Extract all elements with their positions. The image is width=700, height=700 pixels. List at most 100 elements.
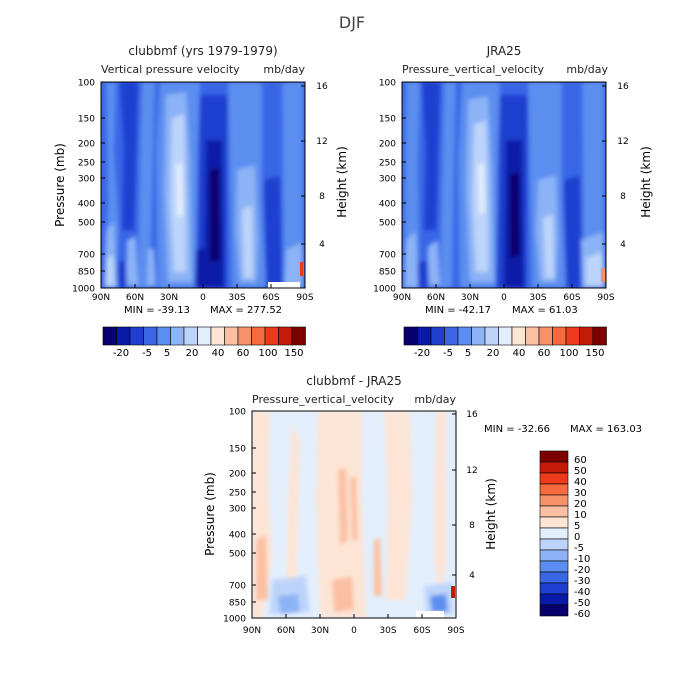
colorbar-swatch [116, 326, 131, 346]
colorbar-label: -40 [574, 587, 590, 598]
contour-band [147, 248, 156, 286]
panel-jra25: JRA25 Pressure_vertical_velocity mb/day [373, 44, 653, 359]
colorbar-swatch [539, 527, 569, 540]
y-right-tick-label-3: 16 [301, 82, 328, 92]
y-tick-label-4: 300 [379, 175, 406, 185]
colorbar-swatch [539, 582, 569, 595]
colorbar-swatch [143, 326, 158, 346]
y-right-tick-label-2: 12 [452, 466, 478, 476]
svg-text:1000: 1000 [223, 615, 246, 625]
colorbar-labels: -20 -5 5 20 40 60 100 150 [113, 348, 304, 359]
svg-text:4: 4 [620, 240, 626, 250]
x-tick-label-5: 60S [262, 284, 280, 303]
x-tick-label-4: 30S [379, 614, 397, 636]
contour-band [434, 411, 446, 600]
svg-text:0: 0 [501, 293, 507, 303]
contour-band [586, 252, 604, 286]
x-tick-label-2: 30N [311, 614, 329, 636]
contour-band [176, 163, 183, 217]
y-tick-label-1: 150 [78, 115, 105, 125]
svg-text:90S: 90S [597, 293, 614, 303]
contour-band [332, 576, 354, 612]
y-axis-label: Pressure (mb) [53, 143, 67, 227]
x-tick-label-0: 90N [393, 284, 411, 303]
contour-band [440, 82, 456, 288]
y-right-tick-label-1: 8 [301, 192, 325, 202]
y-tick-label-3: 250 [78, 159, 105, 169]
svg-text:16: 16 [466, 410, 478, 420]
colorbar-label: 150 [284, 348, 303, 359]
svg-text:0: 0 [200, 293, 206, 303]
contour-band [195, 248, 206, 288]
svg-text:30S: 30S [529, 293, 546, 303]
svg-text:100: 100 [78, 79, 95, 89]
contour-band [384, 411, 412, 600]
svg-text:0: 0 [351, 626, 357, 636]
contour-band [284, 242, 303, 288]
contour-band [374, 538, 382, 596]
svg-text:16: 16 [316, 82, 328, 92]
y-tick-label-7: 700 [78, 251, 105, 261]
svg-text:4: 4 [319, 240, 325, 250]
colorbar-swatch [539, 450, 569, 463]
svg-text:250: 250 [229, 489, 246, 499]
contour-band [118, 260, 127, 288]
svg-text:8: 8 [319, 192, 325, 202]
y-tick-label-5: 400 [78, 200, 105, 210]
colorbar: -20 -5 5 20 40 60 100 150 [403, 326, 607, 359]
colorbar-swatch [592, 326, 607, 346]
y-right-tick-label-2: 12 [301, 137, 328, 147]
svg-text:12: 12 [466, 466, 477, 476]
svg-text:60N: 60N [126, 293, 144, 303]
colorbar-swatch [539, 560, 569, 573]
y-right-axis-label: Height (km) [639, 146, 653, 217]
colorbar-swatch [498, 326, 513, 346]
svg-text:16: 16 [617, 82, 629, 92]
svg-text:500: 500 [78, 219, 95, 229]
panel-subtitle-right: mb/day [566, 63, 608, 76]
colorbar-swatch [156, 326, 171, 346]
svg-text:300: 300 [78, 175, 95, 185]
y-axis-right: 4 8 12 16 [301, 82, 328, 250]
contour-band [278, 594, 300, 614]
svg-text:300: 300 [379, 175, 396, 185]
y-tick-label-5: 400 [229, 531, 256, 541]
svg-text:90N: 90N [243, 626, 261, 636]
contour-band [478, 163, 485, 214]
colorbar-swatch [102, 326, 117, 346]
colorbar-swatch [457, 326, 472, 346]
panel-title: JRA25 [486, 44, 522, 58]
contour-band [350, 476, 358, 540]
contour-band [286, 425, 300, 600]
y-tick-label-5: 400 [379, 200, 406, 210]
colorbar-label: 50 [574, 466, 587, 477]
y-right-tick-label-1: 8 [602, 192, 626, 202]
y-axis-left: 100 150 200 250 300 400 500 700 850 1000 [373, 79, 406, 295]
colorbar: -20 -5 5 20 40 60 100 150 [102, 326, 306, 359]
contour-band [564, 176, 582, 288]
y-tick-label-0: 100 [379, 79, 406, 89]
y-tick-label-9: 1000 [223, 615, 256, 625]
colorbar-swatch [278, 326, 293, 346]
x-tick-label-5: 60S [413, 614, 431, 636]
colorbar-vertical: 60 50 40 30 20 10 5 0 -5 -10 -20 -30 -40… [539, 450, 590, 620]
missing-data-patch [416, 611, 444, 618]
y-right-tick-label-0: 4 [602, 240, 626, 250]
colorbar-swatch [210, 326, 225, 346]
contour-band [430, 594, 448, 612]
contour-band [210, 168, 220, 262]
y-tick-label-2: 200 [229, 470, 256, 480]
y-right-tick-label-1: 8 [452, 521, 475, 531]
svg-text:12: 12 [316, 137, 327, 147]
x-tick-label-6: 90S [296, 284, 314, 303]
y-right-axis-label: Height (km) [484, 478, 498, 549]
min-label: MIN = -32.66 [484, 424, 550, 435]
svg-text:90S: 90S [447, 626, 464, 636]
y-tick-label-8: 850 [379, 268, 406, 278]
colorbar-label: 5 [465, 348, 471, 359]
panel-difference: clubbmf - JRA25 Pressure_vertical_veloci… [203, 374, 642, 636]
svg-text:60S: 60S [262, 293, 279, 303]
x-tick-label-6: 90S [597, 284, 615, 303]
colorbar-swatch [224, 326, 239, 346]
hot-spot [601, 268, 605, 282]
